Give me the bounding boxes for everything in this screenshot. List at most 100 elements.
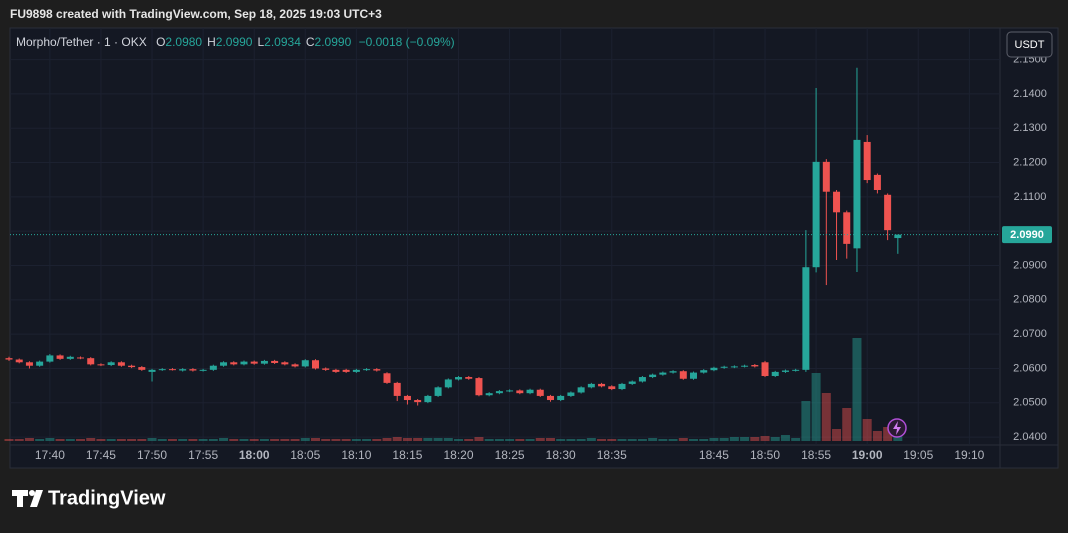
candle-body xyxy=(587,383,595,388)
axes: 2.04002.05002.06002.07002.08002.09002.10… xyxy=(35,53,1052,462)
candle-body xyxy=(628,381,636,384)
volume-bar xyxy=(719,438,729,441)
volume-bar xyxy=(780,435,790,441)
volume-bar xyxy=(45,438,55,441)
x-tick-label: 19:10 xyxy=(954,448,984,462)
candle-body xyxy=(158,369,166,371)
y-tick-label: 2.1100 xyxy=(1014,191,1047,203)
candle-body xyxy=(741,365,749,367)
volume-bar xyxy=(893,436,903,441)
candle-body xyxy=(536,389,544,396)
candle-body xyxy=(77,357,85,359)
currency-button[interactable] xyxy=(1006,31,1053,58)
candle-body xyxy=(138,367,146,370)
volume-bar xyxy=(413,438,423,441)
x-tick-label: 18:10 xyxy=(341,448,371,462)
candle-body xyxy=(250,361,258,364)
volume-bar xyxy=(331,439,341,441)
candle-body xyxy=(36,361,44,366)
volume-bar xyxy=(801,401,811,441)
legend-key: H xyxy=(207,35,216,49)
volume-bar xyxy=(362,439,372,441)
candle-body xyxy=(148,369,156,372)
volume-bar xyxy=(709,438,719,441)
candle-body xyxy=(853,139,861,249)
candle-body xyxy=(97,364,105,366)
candle-body xyxy=(690,372,698,379)
y-tick-label: 2.1400 xyxy=(1013,88,1047,100)
legend-change: −0.0018 (−0.09%) xyxy=(359,35,455,49)
legend-value: 2.0934 xyxy=(264,35,301,49)
volume-bar xyxy=(668,439,678,441)
candle-body xyxy=(730,366,738,368)
candle-body xyxy=(240,361,248,365)
volume-bar xyxy=(249,439,259,441)
legend-key: O xyxy=(156,35,165,49)
volume-bar xyxy=(658,439,668,441)
candle-body xyxy=(168,369,176,371)
candle-body xyxy=(598,383,606,387)
candle-body xyxy=(710,367,718,371)
volume-bar xyxy=(96,439,106,441)
volume-pane xyxy=(4,338,903,441)
volume-bar xyxy=(535,438,545,441)
candle-body xyxy=(332,369,340,372)
candle-body xyxy=(322,368,330,370)
volume-bar xyxy=(637,439,647,441)
x-tick-label: 17:45 xyxy=(86,448,116,462)
candle-body xyxy=(66,356,74,359)
y-tick-label: 2.0800 xyxy=(1013,294,1047,306)
candle-body xyxy=(792,369,800,371)
header: FU9898 created with TradingView.com, Sep… xyxy=(10,7,382,21)
candle-body xyxy=(5,358,13,360)
volume-bar xyxy=(821,393,831,441)
candle-body xyxy=(465,377,473,379)
candle-body xyxy=(311,360,319,369)
y-tick-label: 2.0400 xyxy=(1013,431,1047,443)
volume-bar xyxy=(689,439,699,441)
candle-body xyxy=(649,374,657,378)
volume-bar xyxy=(770,437,780,441)
candle-body xyxy=(608,386,616,390)
candle-body xyxy=(260,360,268,364)
candle-body xyxy=(873,174,881,190)
x-tick-label: 18:15 xyxy=(392,448,422,462)
candle-body xyxy=(107,362,115,366)
volume-bar xyxy=(494,439,504,441)
candle-body xyxy=(863,141,871,181)
candle-body xyxy=(230,362,238,365)
candle-body xyxy=(220,362,228,366)
volume-bar xyxy=(14,439,24,441)
candle-body xyxy=(802,267,810,370)
y-tick-label: 2.0700 xyxy=(1013,328,1047,340)
candle-body xyxy=(516,390,524,394)
volume-bar xyxy=(382,438,392,441)
volume-bar xyxy=(464,439,474,441)
candle-body xyxy=(475,378,483,396)
volume-bar xyxy=(219,438,229,441)
candle-body xyxy=(679,371,687,379)
x-tick-label: 18:05 xyxy=(290,448,320,462)
volume-bar xyxy=(832,429,842,441)
volume-bar xyxy=(198,439,208,441)
volume-bar xyxy=(157,439,167,441)
candle-body xyxy=(352,369,360,372)
volume-bar xyxy=(811,373,821,441)
candle-body xyxy=(383,373,391,383)
x-tick-label: 18:35 xyxy=(597,448,627,462)
candle-body xyxy=(209,365,217,370)
candle-body xyxy=(87,358,95,365)
volume-bar xyxy=(586,438,596,441)
volume-bar xyxy=(402,438,412,441)
volume-bar xyxy=(229,439,239,441)
volume-bar xyxy=(24,438,34,441)
candle-body xyxy=(414,400,422,403)
volume-bar xyxy=(484,439,494,441)
candle-body xyxy=(373,369,381,371)
candle-body xyxy=(771,371,779,377)
candle-body xyxy=(506,390,514,392)
candle-body xyxy=(25,362,33,366)
candle-body xyxy=(46,355,54,362)
candle-body xyxy=(455,377,463,380)
